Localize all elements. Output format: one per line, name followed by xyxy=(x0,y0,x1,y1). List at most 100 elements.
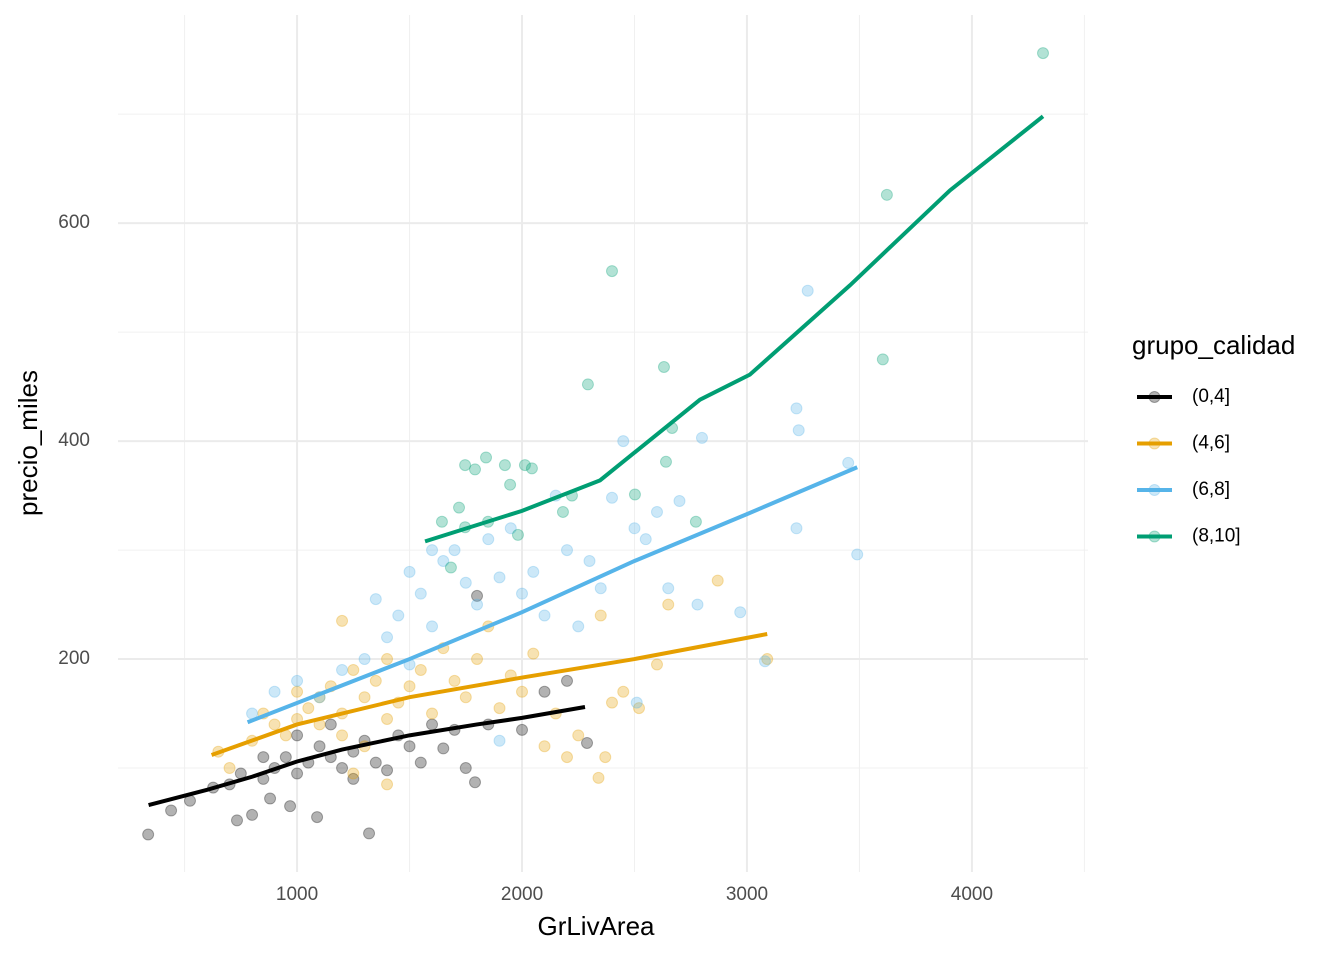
point xyxy=(381,764,394,777)
x-tick-label: 1000 xyxy=(276,884,318,905)
legend-key-point xyxy=(1148,391,1161,403)
point xyxy=(527,647,540,660)
point xyxy=(711,574,724,587)
point xyxy=(792,424,805,437)
point xyxy=(471,653,484,666)
point xyxy=(403,565,416,578)
smooth-line xyxy=(210,632,768,757)
point xyxy=(876,353,889,366)
x-tick-label: 4000 xyxy=(951,884,993,905)
point xyxy=(630,696,643,709)
point xyxy=(381,778,394,791)
point xyxy=(511,528,524,541)
point xyxy=(650,505,663,518)
point xyxy=(414,587,427,600)
point xyxy=(628,488,641,501)
point xyxy=(311,811,324,824)
point xyxy=(291,685,304,698)
x-tick-label: 2000 xyxy=(501,884,543,905)
point xyxy=(363,827,376,840)
point xyxy=(662,582,675,595)
point xyxy=(617,685,630,698)
y-axis-title: precio_miles xyxy=(13,370,43,516)
point xyxy=(482,533,495,546)
point xyxy=(435,515,448,528)
point xyxy=(581,736,594,749)
point xyxy=(525,462,538,475)
legend-title: grupo_calidad xyxy=(1132,330,1295,360)
point xyxy=(673,495,686,508)
point xyxy=(426,718,439,731)
point xyxy=(403,680,416,693)
point xyxy=(594,609,607,622)
point xyxy=(617,435,630,448)
point xyxy=(628,522,641,535)
point xyxy=(639,533,652,546)
point xyxy=(650,658,663,671)
point xyxy=(459,459,472,472)
point xyxy=(426,544,439,557)
point xyxy=(599,751,612,764)
point xyxy=(842,456,855,469)
point xyxy=(313,740,326,753)
point xyxy=(734,606,747,619)
point xyxy=(880,188,893,201)
point xyxy=(790,522,803,535)
point xyxy=(493,734,506,747)
point xyxy=(358,653,371,666)
legend-label: (8,10] xyxy=(1192,526,1241,547)
point xyxy=(448,544,461,557)
point xyxy=(561,674,574,687)
point xyxy=(264,792,277,805)
point xyxy=(761,653,774,666)
point xyxy=(493,571,506,584)
point xyxy=(459,691,472,704)
x-tick-label: 3000 xyxy=(726,884,768,905)
point xyxy=(448,674,461,687)
point xyxy=(257,751,270,764)
point xyxy=(538,685,551,698)
point xyxy=(851,548,864,561)
point xyxy=(594,582,607,595)
point xyxy=(516,685,529,698)
legend-key-point xyxy=(1148,437,1161,450)
point xyxy=(592,771,605,784)
point xyxy=(632,702,645,715)
point xyxy=(758,655,771,668)
point xyxy=(291,674,304,687)
point xyxy=(469,776,482,789)
point xyxy=(662,598,675,611)
point xyxy=(459,762,472,775)
point xyxy=(583,554,596,567)
smooth-line xyxy=(424,114,1045,544)
point xyxy=(381,631,394,644)
point xyxy=(504,522,517,535)
point xyxy=(691,598,704,611)
point xyxy=(480,451,493,464)
legend-key-point xyxy=(1148,484,1161,496)
point xyxy=(493,702,506,715)
point xyxy=(336,663,349,676)
smooth-line xyxy=(148,705,586,808)
point xyxy=(142,828,155,841)
point xyxy=(347,663,360,676)
point xyxy=(403,740,416,753)
point xyxy=(426,707,439,720)
point xyxy=(471,589,484,602)
legend-label: (6,8] xyxy=(1192,479,1230,500)
legend-label: (0,4] xyxy=(1192,386,1230,407)
point xyxy=(369,756,382,769)
point xyxy=(561,751,574,764)
point xyxy=(790,402,803,415)
point xyxy=(657,360,670,373)
point xyxy=(498,459,511,472)
point xyxy=(426,620,439,633)
point xyxy=(324,718,337,731)
point xyxy=(336,762,349,775)
point xyxy=(347,767,360,780)
point xyxy=(471,598,484,611)
point xyxy=(518,459,531,472)
y-tick-label: 400 xyxy=(58,430,90,451)
point xyxy=(581,378,594,391)
point xyxy=(516,723,529,736)
